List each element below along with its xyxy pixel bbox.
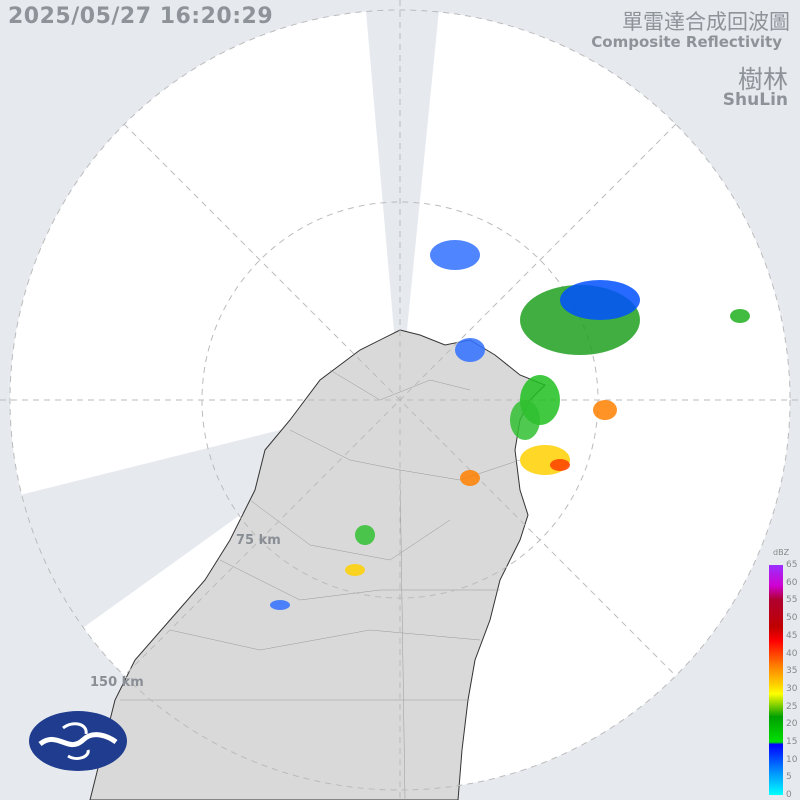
timestamp: 2025/05/27 16:20:29	[8, 4, 274, 29]
echo-cell	[345, 564, 365, 576]
legend-tick: 65	[786, 560, 798, 570]
legend-tick: 50	[786, 613, 798, 624]
site-name-chinese: 樹林	[737, 65, 788, 94]
echo-cell	[430, 240, 480, 270]
legend-color-bar	[769, 565, 783, 795]
legend-tick: 10	[786, 754, 798, 765]
cwa-logo-icon	[29, 711, 127, 771]
taiwan-landmass	[89, 329, 546, 800]
range-label-150: 150 km	[90, 675, 144, 690]
legend-tick: 20	[786, 719, 798, 730]
blocked-sector-west	[0, 400, 400, 800]
echo-cell	[355, 525, 375, 545]
echo-cell	[560, 280, 640, 320]
legend-tick: 15	[786, 737, 798, 747]
legend-tick: 60	[786, 577, 798, 588]
legend-tick: 55	[786, 595, 798, 606]
blocked-sector-north	[365, 0, 440, 400]
legend-tick: 45	[786, 630, 798, 641]
echo-cell	[460, 470, 480, 486]
title-chinese: 單雷達合成回波圖	[622, 10, 790, 34]
echo-cell	[455, 338, 485, 362]
site-name-english: ShuLin	[722, 90, 788, 110]
legend-tick: 30	[786, 683, 798, 694]
legend-tick: 0	[786, 790, 792, 800]
echo-cell	[593, 400, 617, 420]
echo-cell	[510, 400, 540, 440]
legend-tick: 5	[786, 772, 792, 783]
echo-cell	[270, 600, 290, 610]
legend-tick: 40	[786, 648, 798, 659]
legend-tick: 25	[786, 701, 798, 712]
legend-unit: dBZ	[773, 548, 790, 557]
dbz-legend: dBZ 65 60 55 50 45 40 35 30 25 20 15 10 5 0	[768, 548, 800, 800]
echo-cell	[730, 309, 750, 323]
echo-cell	[550, 459, 570, 471]
legend-tick: 35	[786, 666, 798, 677]
range-label-75: 75 km	[236, 533, 281, 548]
county-boundaries	[120, 369, 521, 800]
radar-echoes	[270, 240, 750, 610]
title-english: Composite Reflectivity	[591, 33, 782, 51]
